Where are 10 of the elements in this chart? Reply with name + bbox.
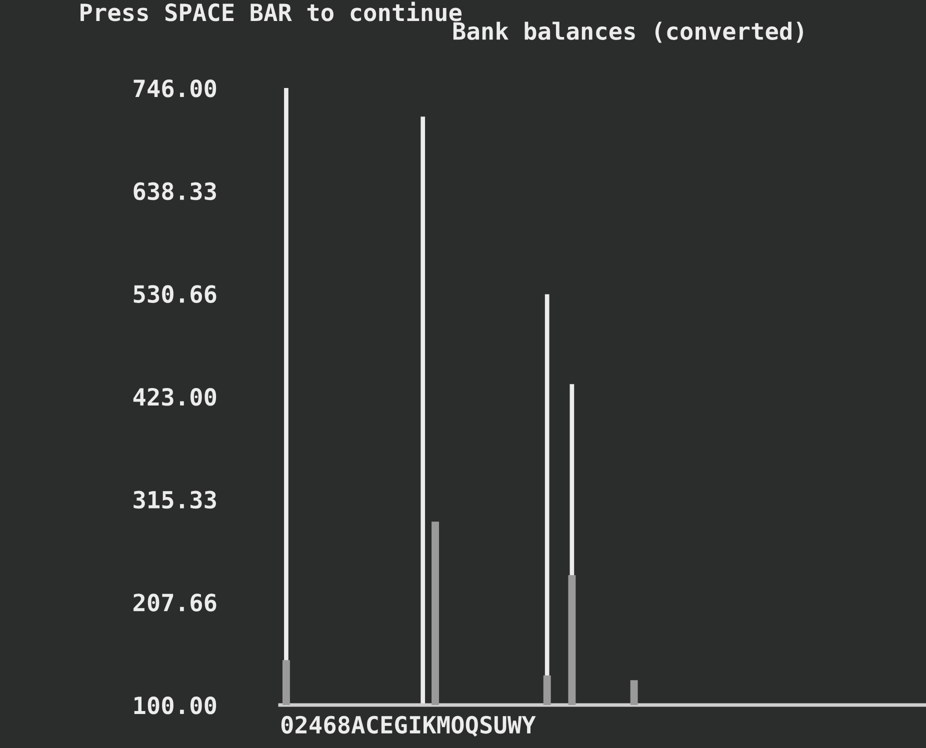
chart-title: Bank balances (converted) (453, 22, 803, 43)
text: Press SPACE BAR to continue (80, 2, 462, 22)
y-tick-label: 100.00 (134, 696, 216, 714)
y-tick-label: 638.33 (134, 182, 216, 200)
y-tick-label: 746.00 (134, 79, 216, 98)
x-axis-title: 02468ACEGIKMOQSUWY (281, 716, 536, 737)
y-tick-label: 423.00 (133, 388, 216, 406)
y-tick-label: 315.33 (134, 490, 216, 509)
y-tick-label: 530.66 (134, 285, 216, 303)
y-tick-label: 207.66 (134, 594, 216, 612)
